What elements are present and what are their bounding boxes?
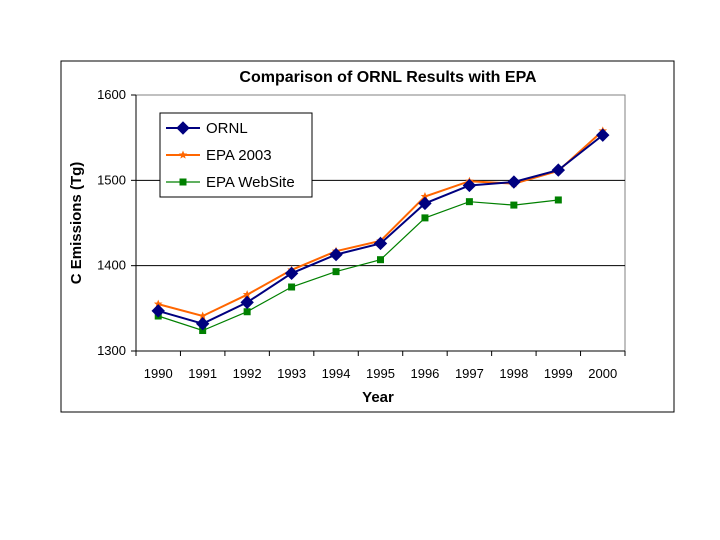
x-tick-label: 1995 — [366, 366, 395, 381]
x-tick-label: 1990 — [144, 366, 173, 381]
legend-marker — [179, 178, 187, 186]
axis-ticks: 1300 1400 1500 1600 1990 1991 1992 1993 1994 1995… — [97, 87, 626, 381]
data-point — [284, 266, 299, 281]
data-point — [462, 178, 477, 193]
data-point — [507, 175, 521, 189]
data-point — [242, 290, 252, 299]
data-point — [465, 198, 473, 206]
data-point — [198, 311, 207, 320]
data-point — [329, 247, 343, 262]
data-point — [195, 316, 210, 331]
y-axis-title: C Emissions (Tg) — [68, 162, 85, 285]
data-point — [510, 201, 518, 209]
legend-label: ORNL — [206, 120, 248, 137]
series-layer — [151, 126, 610, 335]
data-point — [199, 327, 207, 335]
x-tick-label: 1992 — [233, 366, 262, 381]
data-point — [373, 236, 388, 251]
series-epa-website — [154, 196, 562, 335]
series-line — [158, 199, 559, 332]
y-tick-label: 1400 — [97, 258, 126, 273]
data-point — [554, 196, 562, 204]
y-tick-label: 1300 — [97, 343, 126, 358]
data-point — [151, 304, 165, 318]
data-point — [332, 268, 340, 276]
data-point — [377, 256, 384, 264]
legend: ORNL EPA 2003 EPA WebSite — [159, 112, 313, 198]
legend-label: EPA 2003 — [206, 147, 272, 164]
x-tick-label: 1994 — [322, 366, 351, 381]
data-point — [243, 308, 251, 316]
x-tick-label: 1991 — [188, 366, 217, 381]
x-tick-label: 1998 — [499, 366, 528, 381]
x-tick-label: 1997 — [455, 366, 484, 381]
legend-marker — [176, 121, 190, 135]
data-point — [240, 295, 254, 310]
x-axis-title: Year — [362, 389, 394, 406]
x-tick-label: 2000 — [588, 366, 617, 381]
data-point — [551, 163, 566, 177]
chart-title: Comparison of ORNL Results with EPA — [239, 69, 537, 86]
legend-marker — [178, 150, 188, 159]
legend-label: EPA WebSite — [206, 174, 295, 191]
data-point — [418, 196, 432, 211]
data-point — [596, 128, 610, 142]
y-tick-label: 1500 — [97, 172, 126, 187]
x-tick-label: 1993 — [277, 366, 306, 381]
x-tick-label: 1996 — [410, 366, 439, 381]
data-point — [420, 192, 430, 201]
x-tick-label: 1999 — [544, 366, 573, 381]
y-tick-label: 1600 — [97, 87, 126, 102]
series-ornl — [151, 128, 610, 331]
data-point — [288, 283, 296, 291]
data-point — [153, 299, 163, 308]
data-point — [421, 214, 429, 222]
